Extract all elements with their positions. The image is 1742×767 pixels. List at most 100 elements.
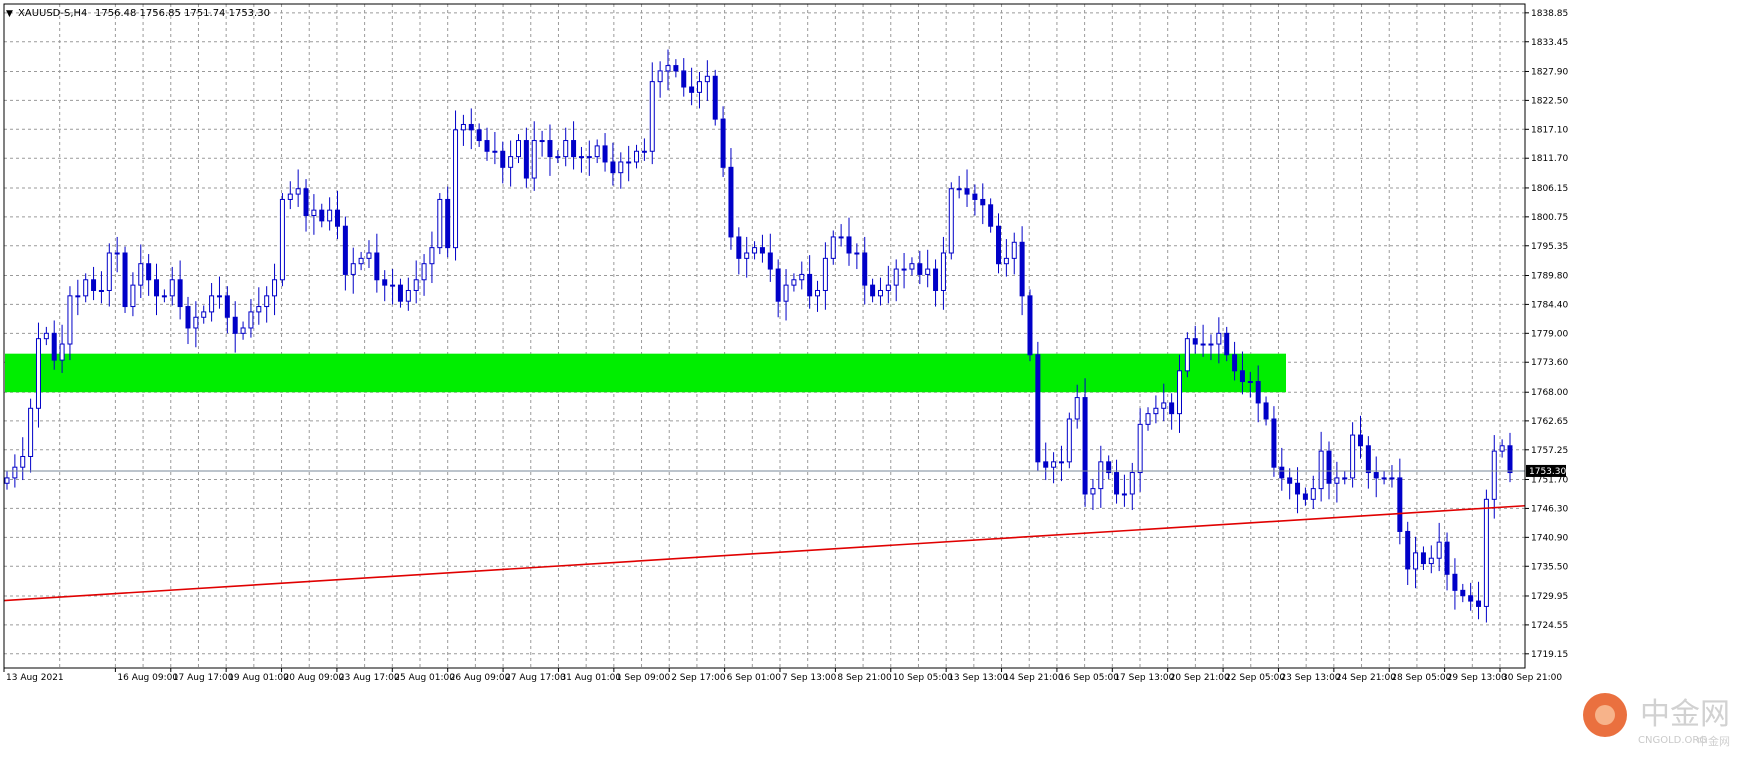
candle-body-up (822, 257, 828, 291)
candle (1027, 289, 1033, 362)
candle (626, 145, 632, 182)
x-tick-label: 25 Aug 01:00 (394, 673, 455, 683)
candle-body-up (209, 295, 215, 313)
candle-body-down (1287, 477, 1293, 484)
support-zone-layer (5, 353, 1286, 393)
candle-body-up (311, 209, 317, 217)
candles-layer (4, 49, 1513, 623)
candle-body-up (893, 268, 899, 286)
candle-body-down (122, 252, 128, 308)
candle (1066, 412, 1072, 469)
candle-body-up (925, 268, 931, 275)
candle-body-up (106, 252, 112, 291)
candle-body-down (972, 193, 978, 200)
candle (791, 273, 797, 292)
candle (1224, 326, 1230, 362)
candle (20, 437, 26, 481)
candle-body-down (1224, 332, 1230, 356)
candle-body-down (1295, 482, 1301, 495)
candle-body-up (1381, 477, 1387, 480)
candle (350, 247, 356, 294)
candle-body-up (1413, 552, 1419, 570)
x-tick-label: 20 Sep 21:00 (1170, 673, 1230, 683)
candle-body-down (1405, 530, 1411, 570)
candle-body-up (704, 75, 710, 83)
candle-body-up (1058, 461, 1064, 464)
trendline[interactable] (3, 504, 1526, 602)
candle (893, 259, 899, 302)
candle (1452, 558, 1458, 610)
candle-body-down (681, 70, 687, 88)
candle (783, 269, 789, 321)
candle-body-up (854, 252, 860, 255)
y-tick-label: 1735.50 (1531, 562, 1568, 572)
candle (696, 72, 702, 109)
candle-body-up (287, 193, 293, 200)
y-tick-label: 1724.55 (1531, 621, 1568, 631)
candle-body-up (1216, 332, 1222, 345)
candle (531, 121, 537, 191)
candle (468, 108, 474, 150)
candle-body-up (1491, 450, 1497, 500)
candle (98, 271, 104, 304)
candle-body-up (752, 247, 758, 254)
candle-body-down (759, 247, 765, 254)
candle-body-down (917, 263, 923, 275)
candle-body-down (712, 75, 718, 120)
y-tick-label: 1740.90 (1531, 533, 1568, 543)
candle (122, 246, 128, 313)
candle (154, 263, 160, 316)
candle-body-down (484, 140, 490, 152)
candle (256, 287, 262, 325)
candle (319, 203, 325, 228)
candle-body-down (185, 306, 191, 329)
y-tick-label: 1779.00 (1531, 329, 1568, 339)
candle-body-down (1239, 370, 1245, 383)
x-tick-label: 22 Sep 05:00 (1225, 673, 1285, 683)
y-tick-label: 1762.65 (1531, 417, 1568, 427)
candle-body-down (602, 145, 608, 163)
candle (264, 286, 270, 323)
candle-body-up (350, 263, 356, 275)
candle (807, 255, 813, 309)
candle-body-down (1043, 461, 1049, 468)
candle (1169, 393, 1175, 430)
candle (1342, 471, 1348, 485)
candle (508, 140, 514, 187)
candle-body-down (1027, 295, 1033, 356)
candle-body-down (736, 236, 742, 259)
candle-body-up (744, 252, 750, 259)
candle (799, 261, 805, 290)
candle (1192, 325, 1198, 354)
candle-body-up (1350, 434, 1356, 479)
candle-body-down (177, 279, 183, 308)
x-tick-label: 20 Aug 09:00 (284, 673, 345, 683)
x-tick-label: 27 Aug 17:00 (505, 673, 566, 683)
x-tick-label: 7 Sep 13:00 (782, 673, 837, 683)
candle (1184, 332, 1190, 378)
candle-body-up (1066, 418, 1072, 463)
candle (1444, 532, 1450, 591)
candle (523, 127, 529, 188)
candle-body-up (1098, 461, 1104, 490)
candle-body-up (161, 295, 167, 298)
candle (1326, 441, 1332, 500)
candle-body-down (673, 65, 679, 72)
x-tick-label: 13 Aug 2021 (6, 673, 64, 683)
header-caret-icon[interactable]: ▼ (6, 9, 13, 19)
candle (728, 148, 734, 250)
candle (1082, 378, 1088, 507)
candle-body-up (256, 306, 262, 313)
candle (1019, 226, 1025, 316)
candle (1389, 465, 1395, 488)
candle-body-up (1051, 461, 1057, 468)
candle (956, 175, 962, 199)
candle-body-up (20, 455, 26, 468)
candle (1279, 447, 1285, 491)
candle-body-up (492, 150, 498, 153)
axes-layer: 1838.85 1833.45 1827.90 1822.50 1817.10 1811.… (3, 3, 1568, 683)
candle (1216, 317, 1222, 364)
candle-body-down (1019, 241, 1025, 297)
candle-body-up (216, 295, 222, 298)
candle (138, 244, 144, 298)
